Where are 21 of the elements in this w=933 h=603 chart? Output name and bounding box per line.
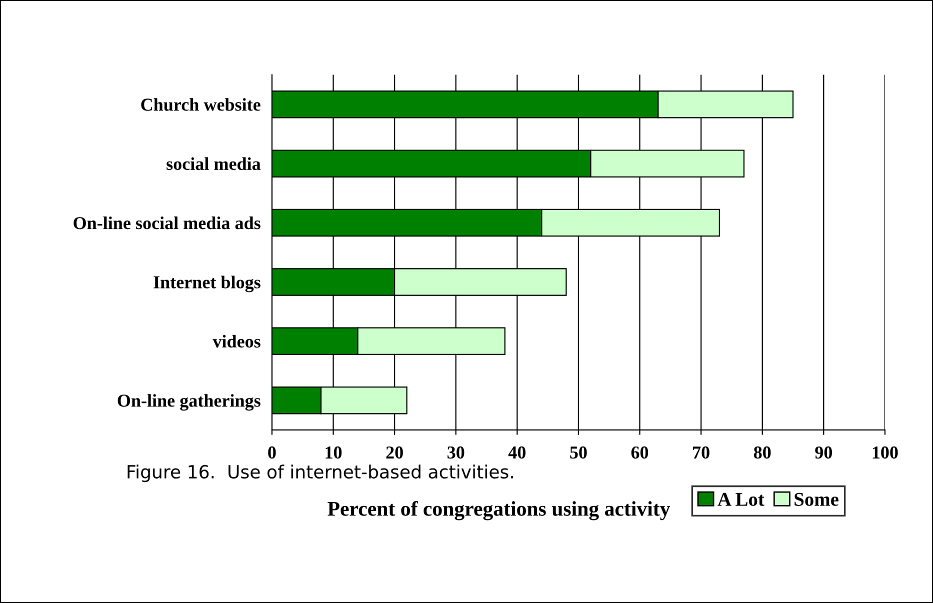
y-tick-label: Church website: [141, 98, 260, 111]
legend-label: A Lot: [718, 492, 764, 506]
y-tick-label: social media: [166, 157, 261, 170]
x-tick-label: 30: [448, 446, 464, 459]
x-tick-label: 60: [631, 446, 648, 459]
x-tick-label: 20: [386, 446, 403, 459]
x-tick-label: 100: [872, 446, 898, 459]
x-tick-label: 70: [693, 446, 710, 459]
x-tick-label: 50: [570, 446, 587, 459]
x-tick-label: 10: [326, 446, 342, 459]
x-tick-label: 90: [815, 446, 832, 459]
y-tick-label: On-line social media ads: [74, 216, 260, 230]
legend-label: Some: [794, 492, 838, 506]
y-tick-label: On-line gatherings: [118, 394, 260, 411]
y-tick-label: videos: [212, 334, 260, 348]
x-tick-label: 40: [508, 446, 526, 459]
x-axis-title: Percent of congregations using activity: [328, 500, 670, 520]
y-tick-label: Internet blogs: [154, 276, 260, 292]
x-tick-label: 0: [268, 446, 276, 459]
x-tick-label: 80: [754, 446, 771, 459]
caption: Figure 16. Use of internet-based activities.: [128, 464, 513, 482]
